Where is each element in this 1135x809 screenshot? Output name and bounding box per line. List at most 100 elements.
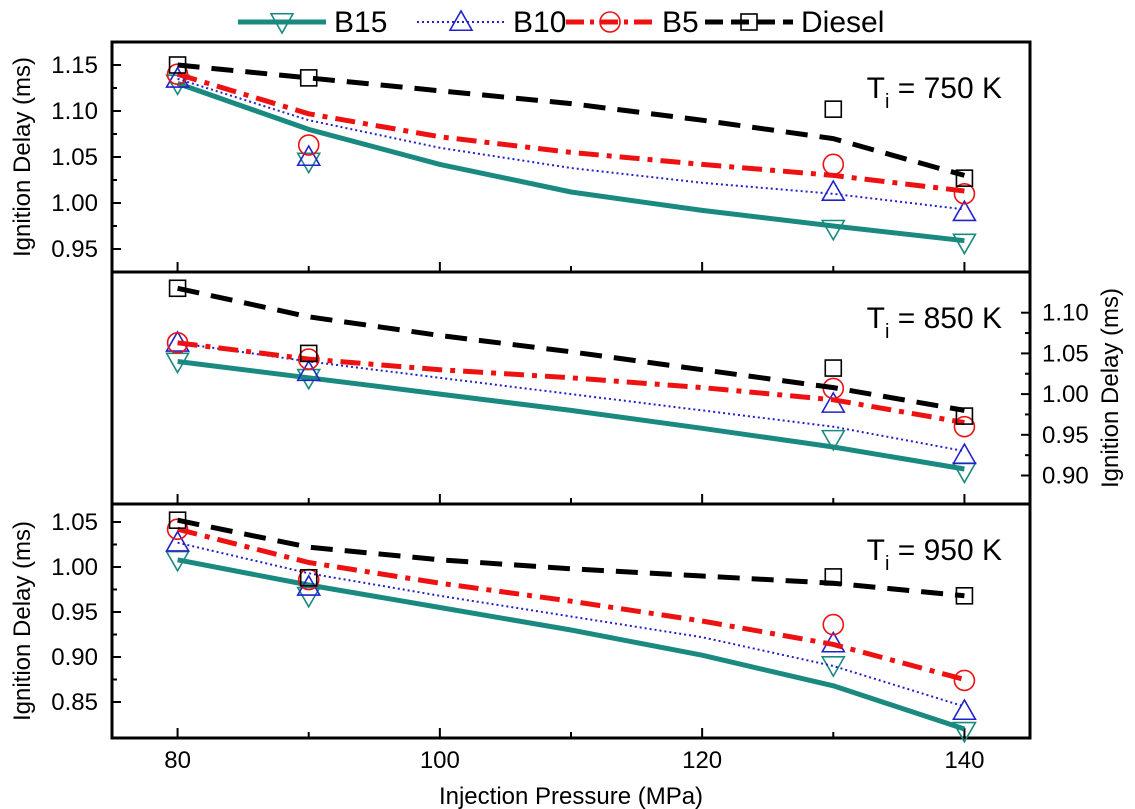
b5-data-point xyxy=(297,134,320,156)
y-tick-label: 0.95 xyxy=(1042,422,1089,449)
b15-data-point xyxy=(296,152,322,175)
series-diesel xyxy=(168,279,974,425)
legend-b5-marker-shape xyxy=(599,11,621,33)
b5-data-point xyxy=(953,415,976,438)
b5-data-point xyxy=(822,613,845,636)
b15-fit-line xyxy=(177,557,966,732)
annotation-subscript: i xyxy=(885,321,889,343)
y-tick-label: 1.05 xyxy=(51,144,98,171)
diesel-data-point xyxy=(824,359,843,377)
y-tick-label: 0.90 xyxy=(1042,463,1089,490)
diesel-data-point xyxy=(955,586,974,605)
annotation-rest: = 750 K xyxy=(889,72,1002,105)
y-tick-label: 1.00 xyxy=(51,190,98,217)
y-tick-label: 0.95 xyxy=(51,599,98,626)
diesel-data-point xyxy=(824,100,843,118)
y-tick-label: 1.15 xyxy=(51,52,98,79)
legend-b10-label: B10 xyxy=(513,6,566,39)
temperature-annotation: Ti = 850 K xyxy=(867,302,1002,343)
annotation-main: T xyxy=(867,72,885,105)
x-tick-label: 100 xyxy=(420,747,460,774)
b10-data-point xyxy=(296,144,322,167)
x-axis-label: Injection Pressure (MPa) xyxy=(439,783,703,809)
legend-diesel-marker-shape xyxy=(740,13,758,31)
b10-data-point xyxy=(296,359,322,382)
b5-fit-line xyxy=(176,71,965,194)
y-tick-label: 1.10 xyxy=(51,98,98,125)
y-tick-label: 0.85 xyxy=(51,689,98,716)
legend: B15 B10 B5 Diesel xyxy=(238,6,884,39)
b5-fit-line xyxy=(176,526,966,682)
diesel-fit-line xyxy=(177,62,966,178)
diesel-data-point xyxy=(168,511,187,530)
legend-b10-marker-shape xyxy=(448,9,474,32)
series-b15 xyxy=(165,550,977,744)
x-tick-label: 120 xyxy=(682,747,722,774)
diesel-data-point xyxy=(168,279,187,298)
series-diesel xyxy=(168,56,974,187)
series-b10 xyxy=(165,330,977,465)
b15-data-point xyxy=(952,233,977,256)
b15-data-point xyxy=(952,721,977,744)
diesel-data-point xyxy=(955,407,974,425)
diesel-data-point xyxy=(955,169,974,187)
x-tick-label: 80 xyxy=(164,747,191,774)
y-axis-label: Ignition Delay (ms) xyxy=(1097,288,1124,488)
b10-data-point xyxy=(952,199,977,222)
series-b15 xyxy=(165,352,977,485)
y-tick-label: 1.05 xyxy=(1042,340,1089,367)
panel-1: 0.95 1.00 1.05 1.10 1.15 Ignition Delay (ms) T… xyxy=(9,40,1032,274)
temperature-annotation: Ti = 750 K xyxy=(867,72,1002,113)
y-tick-label: 1.00 xyxy=(1042,381,1089,408)
diesel-data-point xyxy=(299,344,318,363)
b5-fit-line xyxy=(177,340,965,426)
b5-data-point xyxy=(166,518,189,541)
legend-b15-marker xyxy=(269,12,295,35)
b5-data-point xyxy=(953,669,976,692)
series-b5 xyxy=(166,63,976,205)
y-tick-label: 1.10 xyxy=(1042,300,1089,327)
annotation-subscript: i xyxy=(885,553,889,575)
diesel-fit-line xyxy=(177,517,965,599)
y-tick-label: 1.00 xyxy=(51,554,98,581)
series-diesel xyxy=(168,511,974,605)
annotation-subscript: i xyxy=(885,91,889,113)
panel-3: 0.85 0.90 0.95 1.00 1.05 Ignition Delay (ms) 8… xyxy=(9,502,1032,809)
legend-b15-label: B15 xyxy=(334,6,387,39)
b10-fit-line xyxy=(177,541,965,708)
temperature-annotation: Ti = 950 K xyxy=(867,534,1002,575)
annotation-rest: = 850 K xyxy=(889,302,1002,335)
annotation-main: T xyxy=(867,302,885,335)
b10-data-point xyxy=(165,530,190,552)
b10-data-point xyxy=(952,442,977,465)
y-tick-label: 0.90 xyxy=(51,644,98,671)
b5-data-point xyxy=(166,63,189,85)
b5-data-point xyxy=(822,153,845,176)
b15-fit-line xyxy=(176,81,965,244)
diesel-fit-line xyxy=(177,285,965,413)
b10-data-point xyxy=(952,698,977,721)
annotation-rest: = 950 K xyxy=(889,534,1002,567)
y-axis-label: Ignition Delay (ms) xyxy=(9,521,36,721)
legend-b5-marker xyxy=(599,11,621,33)
diesel-data-point xyxy=(824,568,843,586)
y-tick-label: 1.05 xyxy=(51,509,98,536)
b15-data-point xyxy=(820,656,846,678)
legend-b10-marker xyxy=(448,9,474,32)
b5-data-point xyxy=(953,183,976,205)
b10-data-point xyxy=(820,179,846,202)
x-tick-label: 140 xyxy=(944,747,984,774)
legend-b15-marker-shape xyxy=(269,12,295,35)
b15-data-point xyxy=(296,586,322,609)
b10-fit-line xyxy=(177,341,965,453)
b15-data-point xyxy=(820,429,846,452)
legend-b5-label: B5 xyxy=(662,6,699,39)
b5-data-point xyxy=(297,348,320,370)
diesel-data-point xyxy=(168,56,187,74)
b15-data-point xyxy=(820,219,846,242)
panel-2: 0.90 0.95 1.00 1.05 1.10 Ignition Delay (ms) T… xyxy=(110,270,1124,506)
diesel-data-point xyxy=(299,568,318,587)
y-tick-label: 0.95 xyxy=(51,236,98,263)
series-b5 xyxy=(166,332,976,438)
y-axis-label: Ignition Delay (ms) xyxy=(9,57,36,257)
